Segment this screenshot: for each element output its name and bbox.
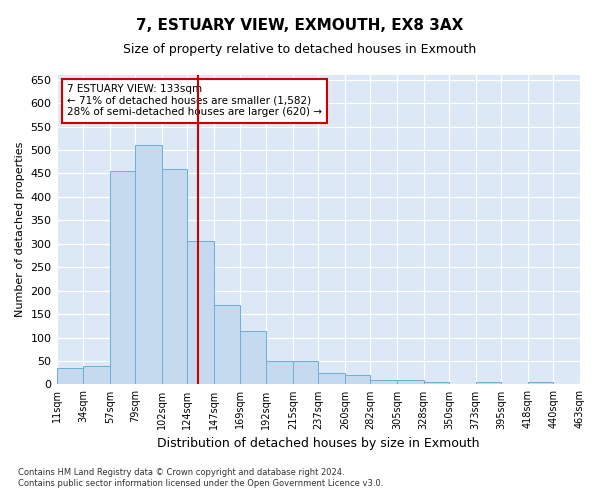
Bar [397,380,424,384]
Bar [345,375,370,384]
Bar [266,361,293,384]
Bar [239,330,266,384]
Bar [56,368,83,384]
Bar [528,382,553,384]
Bar [214,304,239,384]
Bar [318,372,345,384]
Bar [162,169,187,384]
Y-axis label: Number of detached properties: Number of detached properties [15,142,25,318]
Bar [110,171,135,384]
Bar [293,361,318,384]
Text: 7, ESTUARY VIEW, EXMOUTH, EX8 3AX: 7, ESTUARY VIEW, EXMOUTH, EX8 3AX [136,18,464,32]
Bar [370,380,397,384]
Bar [476,382,501,384]
Bar [424,382,449,384]
Text: Contains HM Land Registry data © Crown copyright and database right 2024.
Contai: Contains HM Land Registry data © Crown c… [18,468,383,487]
Text: Size of property relative to detached houses in Exmouth: Size of property relative to detached ho… [124,42,476,56]
Text: 7 ESTUARY VIEW: 133sqm
← 71% of detached houses are smaller (1,582)
28% of semi-: 7 ESTUARY VIEW: 133sqm ← 71% of detached… [67,84,322,117]
Bar [187,242,214,384]
X-axis label: Distribution of detached houses by size in Exmouth: Distribution of detached houses by size … [157,437,479,450]
Bar [83,366,110,384]
Bar [135,146,162,384]
